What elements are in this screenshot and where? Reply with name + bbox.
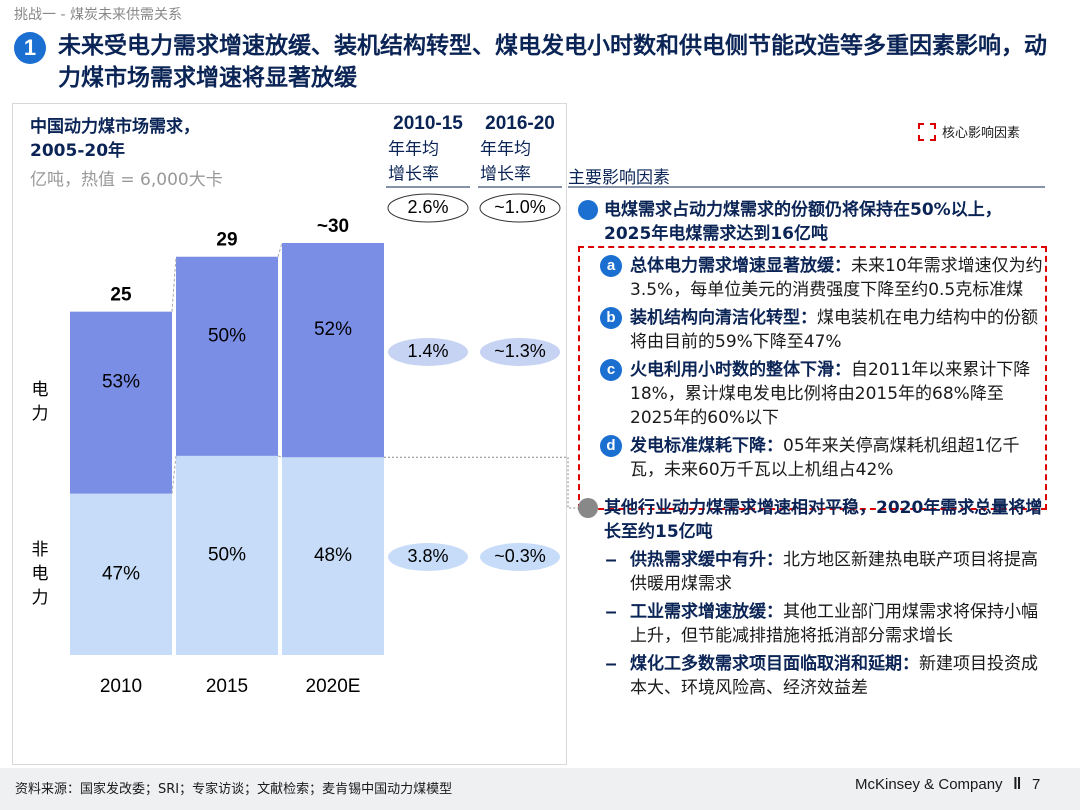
item-marker: a: [600, 255, 622, 277]
slide-number: 1: [14, 32, 46, 64]
item-heading: 供热需求缓中有升：: [630, 550, 783, 570]
item-heading: 煤化工多数需求项目面临取消和延期：: [630, 654, 919, 674]
factor-head: 其他行业动力煤需求增速相对平稳，2020年需求总量将增长至约15亿吨: [578, 496, 1043, 544]
chart-title: 中国动力煤市场需求，2005-20年: [30, 117, 200, 161]
item-heading: 装机结构向清洁化转型：: [630, 308, 817, 328]
item-body: 装机结构向清洁化转型：煤电装机在电力结构中的份额将由目前的59%下降至47%: [630, 306, 1043, 354]
factor-text: 其他行业动力煤需求增速相对平稳，2020年需求总量将增长至约15亿吨: [604, 498, 1043, 542]
factor-item: – 供热需求缓中有升：北方地区新建热电联产项目将提高供暖用煤需求: [600, 548, 1043, 596]
item-heading: 总体电力需求增速显著放缓：: [630, 256, 851, 276]
factor-bullet: [578, 498, 598, 518]
factor-item: – 煤化工多数需求项目面临取消和延期：新建项目投资成本大、环境风险高、经济效益差: [600, 652, 1043, 700]
factor-items: – 供热需求缓中有升：北方地区新建热电联产项目将提高供暖用煤需求 – 工业需求增速放缓…: [578, 544, 1043, 700]
slide-title: 未来受电力需求增速放缓、装机结构转型、煤电发电小时数和供电侧节能改造等多重因素影…: [58, 33, 1047, 91]
item-body: 供热需求缓中有升：北方地区新建热电联产项目将提高供暖用煤需求: [630, 548, 1043, 596]
page-number: 7: [1032, 776, 1041, 793]
item-heading: 发电标准煤耗下降：: [630, 436, 783, 456]
legend-swatch: [918, 122, 936, 141]
factor: 其他行业动力煤需求增速相对平稳，2020年需求总量将增长至约15亿吨 – 供热需求缓…: [578, 496, 1043, 700]
item-text: 未来10年需求增速仅为约3.5%，每单位美元的消费强度下降至约0.5克标准煤: [630, 256, 1043, 300]
factor-text: 电煤需求占动力煤需求的份额仍将保持在50%以上，2025年电煤需求达到16亿吨: [604, 200, 1002, 244]
factor: 电煤需求占动力煤需求的份额仍将保持在50%以上，2025年电煤需求达到16亿吨 a…: [578, 198, 1043, 482]
item-text: 自2011年以来累计下降18%，累计煤电发电比例将由2015年的68%降至202…: [630, 360, 1031, 428]
item-text: 其他工业部门用煤需求将保持小幅上升，但节能减排措施将抵消部分需求增长: [630, 602, 1038, 646]
item-body: 工业需求增速放缓：其他工业部门用煤需求将保持小幅上升，但节能减排措施将抵消部分需…: [630, 600, 1043, 648]
panel: [12, 103, 567, 765]
factor-item: b 装机结构向清洁化转型：煤电装机在电力结构中的份额将由目前的59%下降至47%: [600, 306, 1043, 354]
item-heading: 火电利用小时数的整体下滑：: [630, 360, 851, 380]
chart-subtitle: 亿吨，热值 = 6,000大卡: [30, 170, 223, 190]
factors: 电煤需求占动力煤需求的份额仍将保持在50%以上，2025年电煤需求达到16亿吨 a…: [578, 198, 1043, 704]
separator: ‖: [1013, 774, 1022, 793]
item-marker: –: [605, 653, 617, 675]
item-marker: –: [605, 601, 617, 623]
factors-title: 主要影响因素: [568, 168, 670, 188]
footer: [0, 768, 1080, 810]
item-marker: b: [600, 307, 622, 329]
factor-item: – 工业需求增速放缓：其他工业部门用煤需求将保持小幅上升，但节能减排措施将抵消部分…: [600, 600, 1043, 648]
item-body: 总体电力需求增速显著放缓：未来10年需求增速仅为约3.5%，每单位美元的消费强度…: [630, 254, 1043, 302]
factor-item: a 总体电力需求增速显著放缓：未来10年需求增速仅为约3.5%，每单位美元的消费强…: [600, 254, 1043, 302]
factor-item: c 火电利用小时数的整体下滑：自2011年以来累计下降18%，累计煤电发电比例将由…: [600, 358, 1043, 430]
section: 挑战一 - 煤炭未来供需关系: [14, 7, 182, 23]
item-marker: d: [600, 435, 622, 457]
factor-bullet: [578, 200, 598, 220]
item-text: 05年来关停高煤耗机组超1亿千瓦，未来60万千瓦以上机组占42%: [630, 436, 1020, 480]
item-text: 北方地区新建热电联产项目将提高供暖用煤需求: [630, 550, 1038, 594]
item-text: 新建项目投资成本大、环境风险高、经济效益差: [630, 654, 1038, 698]
source: 资料来源：国家发改委；SRI；专家访谈；文献检索；麦肯锡中国动力煤模型: [15, 782, 453, 797]
legend-label: 核心影响因素: [942, 126, 1021, 141]
factor-head: 电煤需求占动力煤需求的份额仍将保持在50%以上，2025年电煤需求达到16亿吨: [578, 198, 1043, 246]
item-heading: 工业需求增速放缓：: [630, 602, 783, 622]
legend: 核心影响因素: [918, 122, 1020, 141]
item-marker: –: [605, 549, 617, 571]
item-text: 煤电装机在电力结构中的份额将由目前的59%下降至47%: [630, 308, 1038, 352]
company: McKinsey & Company: [855, 776, 1003, 793]
item-body: 火电利用小时数的整体下滑：自2011年以来累计下降18%，累计煤电发电比例将由2…: [630, 358, 1043, 430]
item-marker: c: [600, 359, 622, 381]
factor-items: a 总体电力需求增速显著放缓：未来10年需求增速仅为约3.5%，每单位美元的消费强…: [578, 246, 1043, 482]
core-box: [578, 246, 1047, 510]
factor-item: d 发电标准煤耗下降：05年来关停高煤耗机组超1亿千瓦，未来60万千瓦以上机组占4…: [600, 434, 1043, 482]
item-body: 发电标准煤耗下降：05年来关停高煤耗机组超1亿千瓦，未来60万千瓦以上机组占42…: [630, 434, 1043, 482]
item-body: 煤化工多数需求项目面临取消和延期：新建项目投资成本大、环境风险高、经济效益差: [630, 652, 1043, 700]
